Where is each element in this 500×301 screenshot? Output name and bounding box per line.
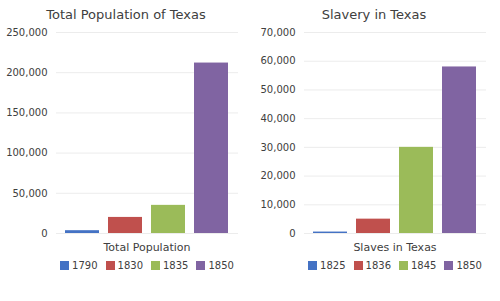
svg-text:100,000: 100,000 [6, 147, 47, 158]
html-text:1835: 1835 [163, 260, 189, 271]
svg-text:20,000: 20,000 [261, 170, 296, 181]
svg-text:60,000: 60,000 [261, 55, 296, 66]
svg-text:10,000: 10,000 [261, 199, 296, 210]
svg-text:50,000: 50,000 [261, 84, 296, 95]
html-text:1830: 1830 [117, 260, 143, 271]
html-text:1845: 1845 [411, 260, 437, 271]
html-text:1790: 1790 [72, 260, 98, 271]
svg-text:0: 0 [41, 228, 47, 239]
html-text:1836: 1836 [365, 260, 391, 271]
html-text:Total Population: Total Population [103, 241, 191, 254]
html-text:Total Population of Texas: Total Population of Texas [46, 7, 206, 22]
svg-text:50,000: 50,000 [13, 188, 48, 199]
svg-text:200,000: 200,000 [6, 67, 47, 78]
svg-text:30,000: 30,000 [261, 142, 296, 153]
html-text:1825: 1825 [320, 260, 346, 271]
html-text:Slavery in Texas: Slavery in Texas [321, 7, 427, 22]
html-text:Slaves in Texas: Slaves in Texas [353, 241, 437, 254]
svg-text:40,000: 40,000 [261, 113, 296, 124]
html-text:1850: 1850 [208, 260, 234, 271]
svg-text:250,000: 250,000 [6, 27, 47, 38]
svg-text:70,000: 70,000 [261, 27, 296, 38]
svg-text:0: 0 [289, 228, 295, 239]
svg-text:150,000: 150,000 [6, 107, 47, 118]
html-text:1850: 1850 [456, 260, 482, 271]
